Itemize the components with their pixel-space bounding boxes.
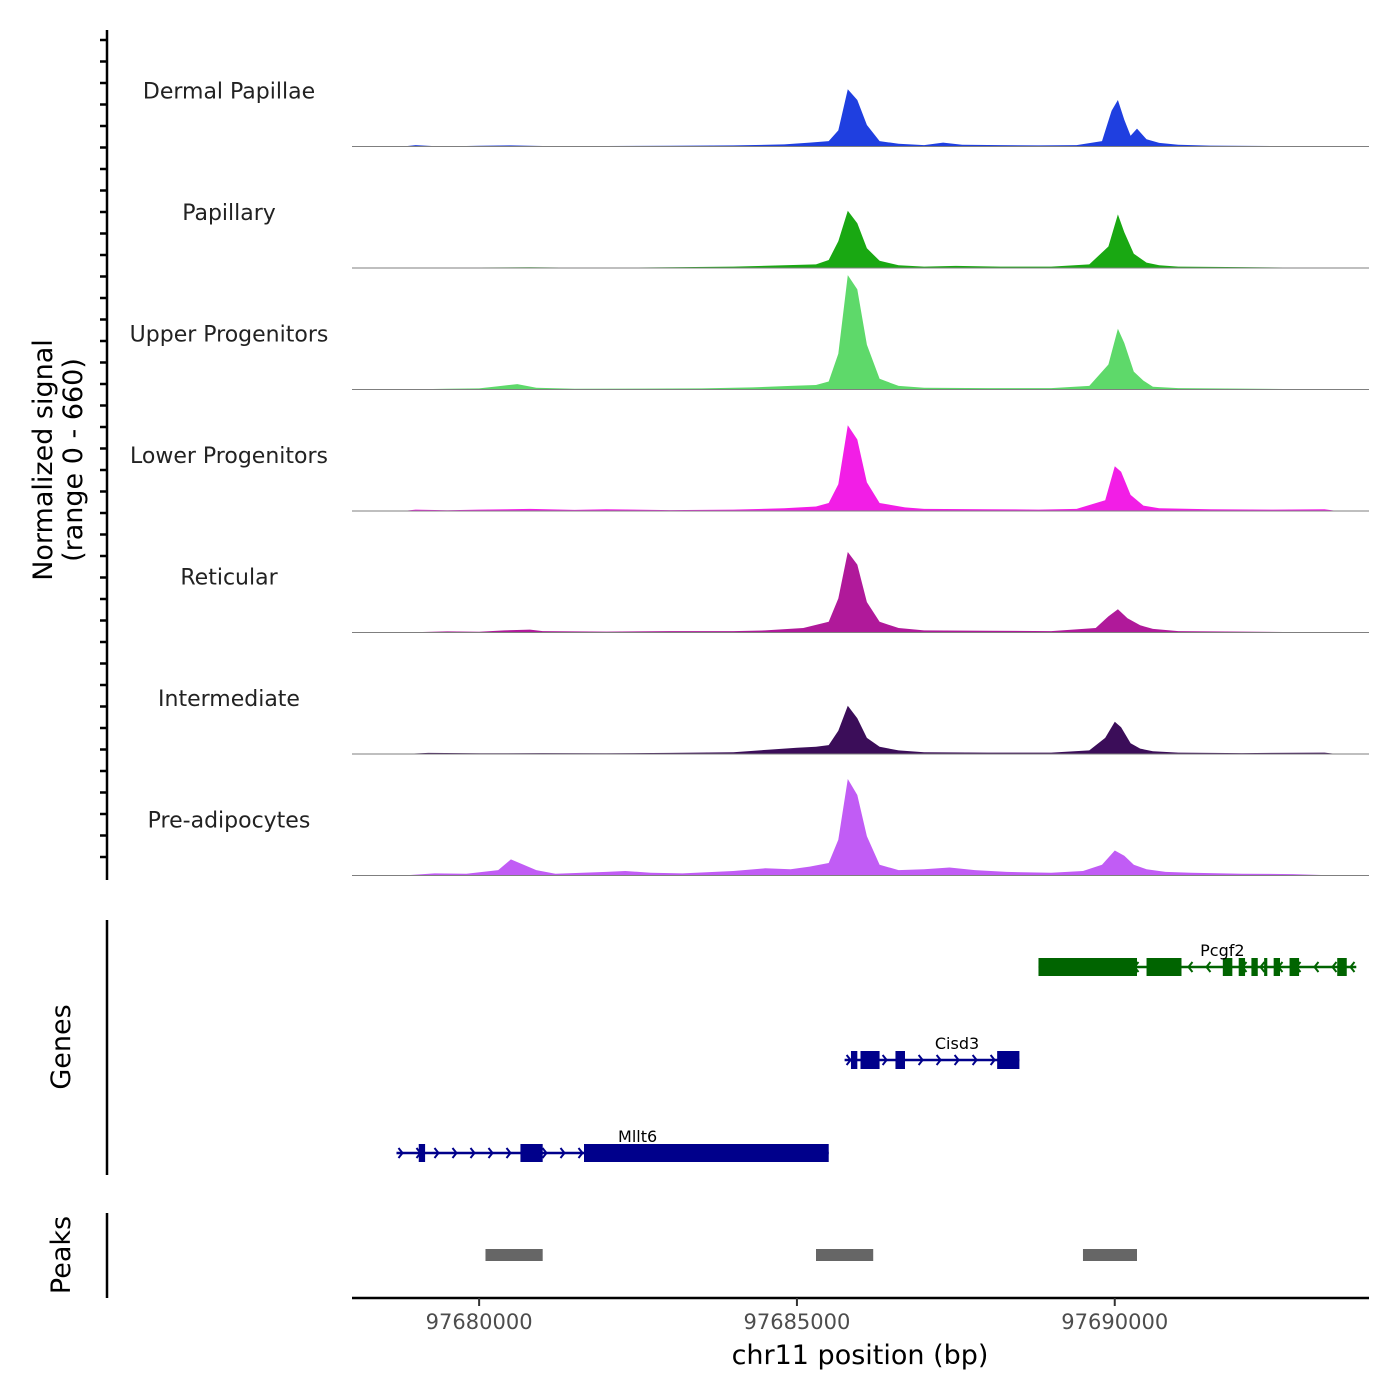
track-lower-progenitors: Lower Progenitors [130, 425, 1369, 512]
x-tick-label: 97680000 [426, 1310, 533, 1334]
track-pre-adipocytes: Pre-adipocytes [148, 779, 1369, 876]
peak-region [485, 1249, 543, 1261]
x-tick-label: 97690000 [1061, 1310, 1168, 1334]
gene-exon [1038, 958, 1137, 976]
x-axis-title: chr11 position (bp) [732, 1340, 989, 1371]
signal-area [402, 425, 1338, 511]
track-upper-progenitors: Upper Progenitors [130, 275, 1369, 390]
gene-cisd3: Cisd3 [844, 1034, 1020, 1069]
strand-arrow [989, 1054, 996, 1066]
signal-area [402, 275, 1338, 390]
strand-arrow [487, 1147, 494, 1159]
track-label: Papillary [182, 201, 276, 226]
strand-arrow [1259, 961, 1266, 973]
track-label: Intermediate [158, 687, 300, 712]
track-label: Reticular [180, 566, 278, 591]
gene-exon [850, 1051, 858, 1069]
gene-name-label: Mllt6 [618, 1127, 657, 1146]
gene-exon [584, 1144, 829, 1162]
strand-arrow [541, 1147, 548, 1159]
gene-exon [1264, 958, 1268, 976]
strand-arrow [917, 1054, 924, 1066]
strand-arrow [451, 1147, 458, 1159]
gene-name-label: Cisd3 [935, 1034, 979, 1053]
gene-exon [1222, 958, 1233, 976]
strand-arrow [559, 1147, 566, 1159]
gene-name-label: Pcgf2 [1200, 941, 1244, 960]
x-tick-label: 97685000 [743, 1310, 850, 1334]
signal-area [402, 89, 1338, 147]
gene-exon [860, 1051, 880, 1069]
gene-exon [418, 1144, 426, 1162]
strand-arrow [433, 1147, 440, 1159]
signal-area [402, 779, 1338, 876]
coverage-tracks: Dermal Papillae Papillary Upper Progenitor… [130, 80, 1369, 876]
track-intermediate: Intermediate [158, 687, 1369, 755]
y-axis-title-line2: (range 0 - 660) [58, 358, 89, 562]
peak-region [1082, 1249, 1137, 1261]
strand-arrow [1205, 961, 1212, 973]
gene-exon [1251, 958, 1258, 976]
gene-exon [1146, 958, 1182, 976]
strand-arrow [1331, 961, 1338, 973]
signal-area [402, 552, 1338, 633]
strand-arrow [845, 1054, 852, 1066]
strand-arrow [971, 1054, 978, 1066]
gene-exon [1273, 958, 1281, 976]
track-label: Upper Progenitors [130, 323, 329, 348]
signal-y-ticks [100, 38, 107, 859]
strand-arrow [505, 1147, 512, 1159]
track-label: Pre-adipocytes [148, 809, 311, 834]
strand-arrow [1187, 961, 1194, 973]
gene-exon [1337, 958, 1347, 976]
genes-track-label: Genes [46, 1004, 77, 1089]
gene-pcgf2: Pcgf2 [1038, 941, 1357, 976]
gene-exon [1289, 958, 1300, 976]
strand-arrow [577, 1147, 584, 1159]
track-label: Lower Progenitors [130, 444, 328, 469]
gene-exon [520, 1144, 543, 1162]
track-dermal-papillae: Dermal Papillae [143, 80, 1369, 147]
gene-exon [895, 1051, 905, 1069]
strand-arrow [469, 1147, 476, 1159]
gene-exon [997, 1051, 1020, 1069]
track-label: Dermal Papillae [143, 80, 315, 105]
strand-arrow [1313, 961, 1320, 973]
strand-arrow [953, 1054, 960, 1066]
strand-arrow [1349, 961, 1356, 973]
gene-annotations: Pcgf2 Cisd3 Mllt6 [396, 941, 1357, 1162]
peaks-track-label: Peaks [46, 1216, 77, 1294]
y-axis-title-line1: Normalized signal [28, 339, 59, 581]
track-reticular: Reticular [180, 552, 1369, 633]
signal-area [402, 705, 1338, 754]
gene-mllt6: Mllt6 [396, 1127, 829, 1162]
signal-area [402, 210, 1338, 268]
strand-arrow [935, 1054, 942, 1066]
strand-arrow [397, 1147, 404, 1159]
strand-arrow [881, 1054, 888, 1066]
peak-region [816, 1249, 874, 1261]
gene-exon [1238, 958, 1246, 976]
track-papillary: Papillary [182, 201, 1369, 269]
signal-y-axis [100, 30, 109, 880]
peak-regions [485, 1249, 1137, 1261]
x-axis-ticks: 97680000 97685000 97690000 [426, 1298, 1168, 1334]
